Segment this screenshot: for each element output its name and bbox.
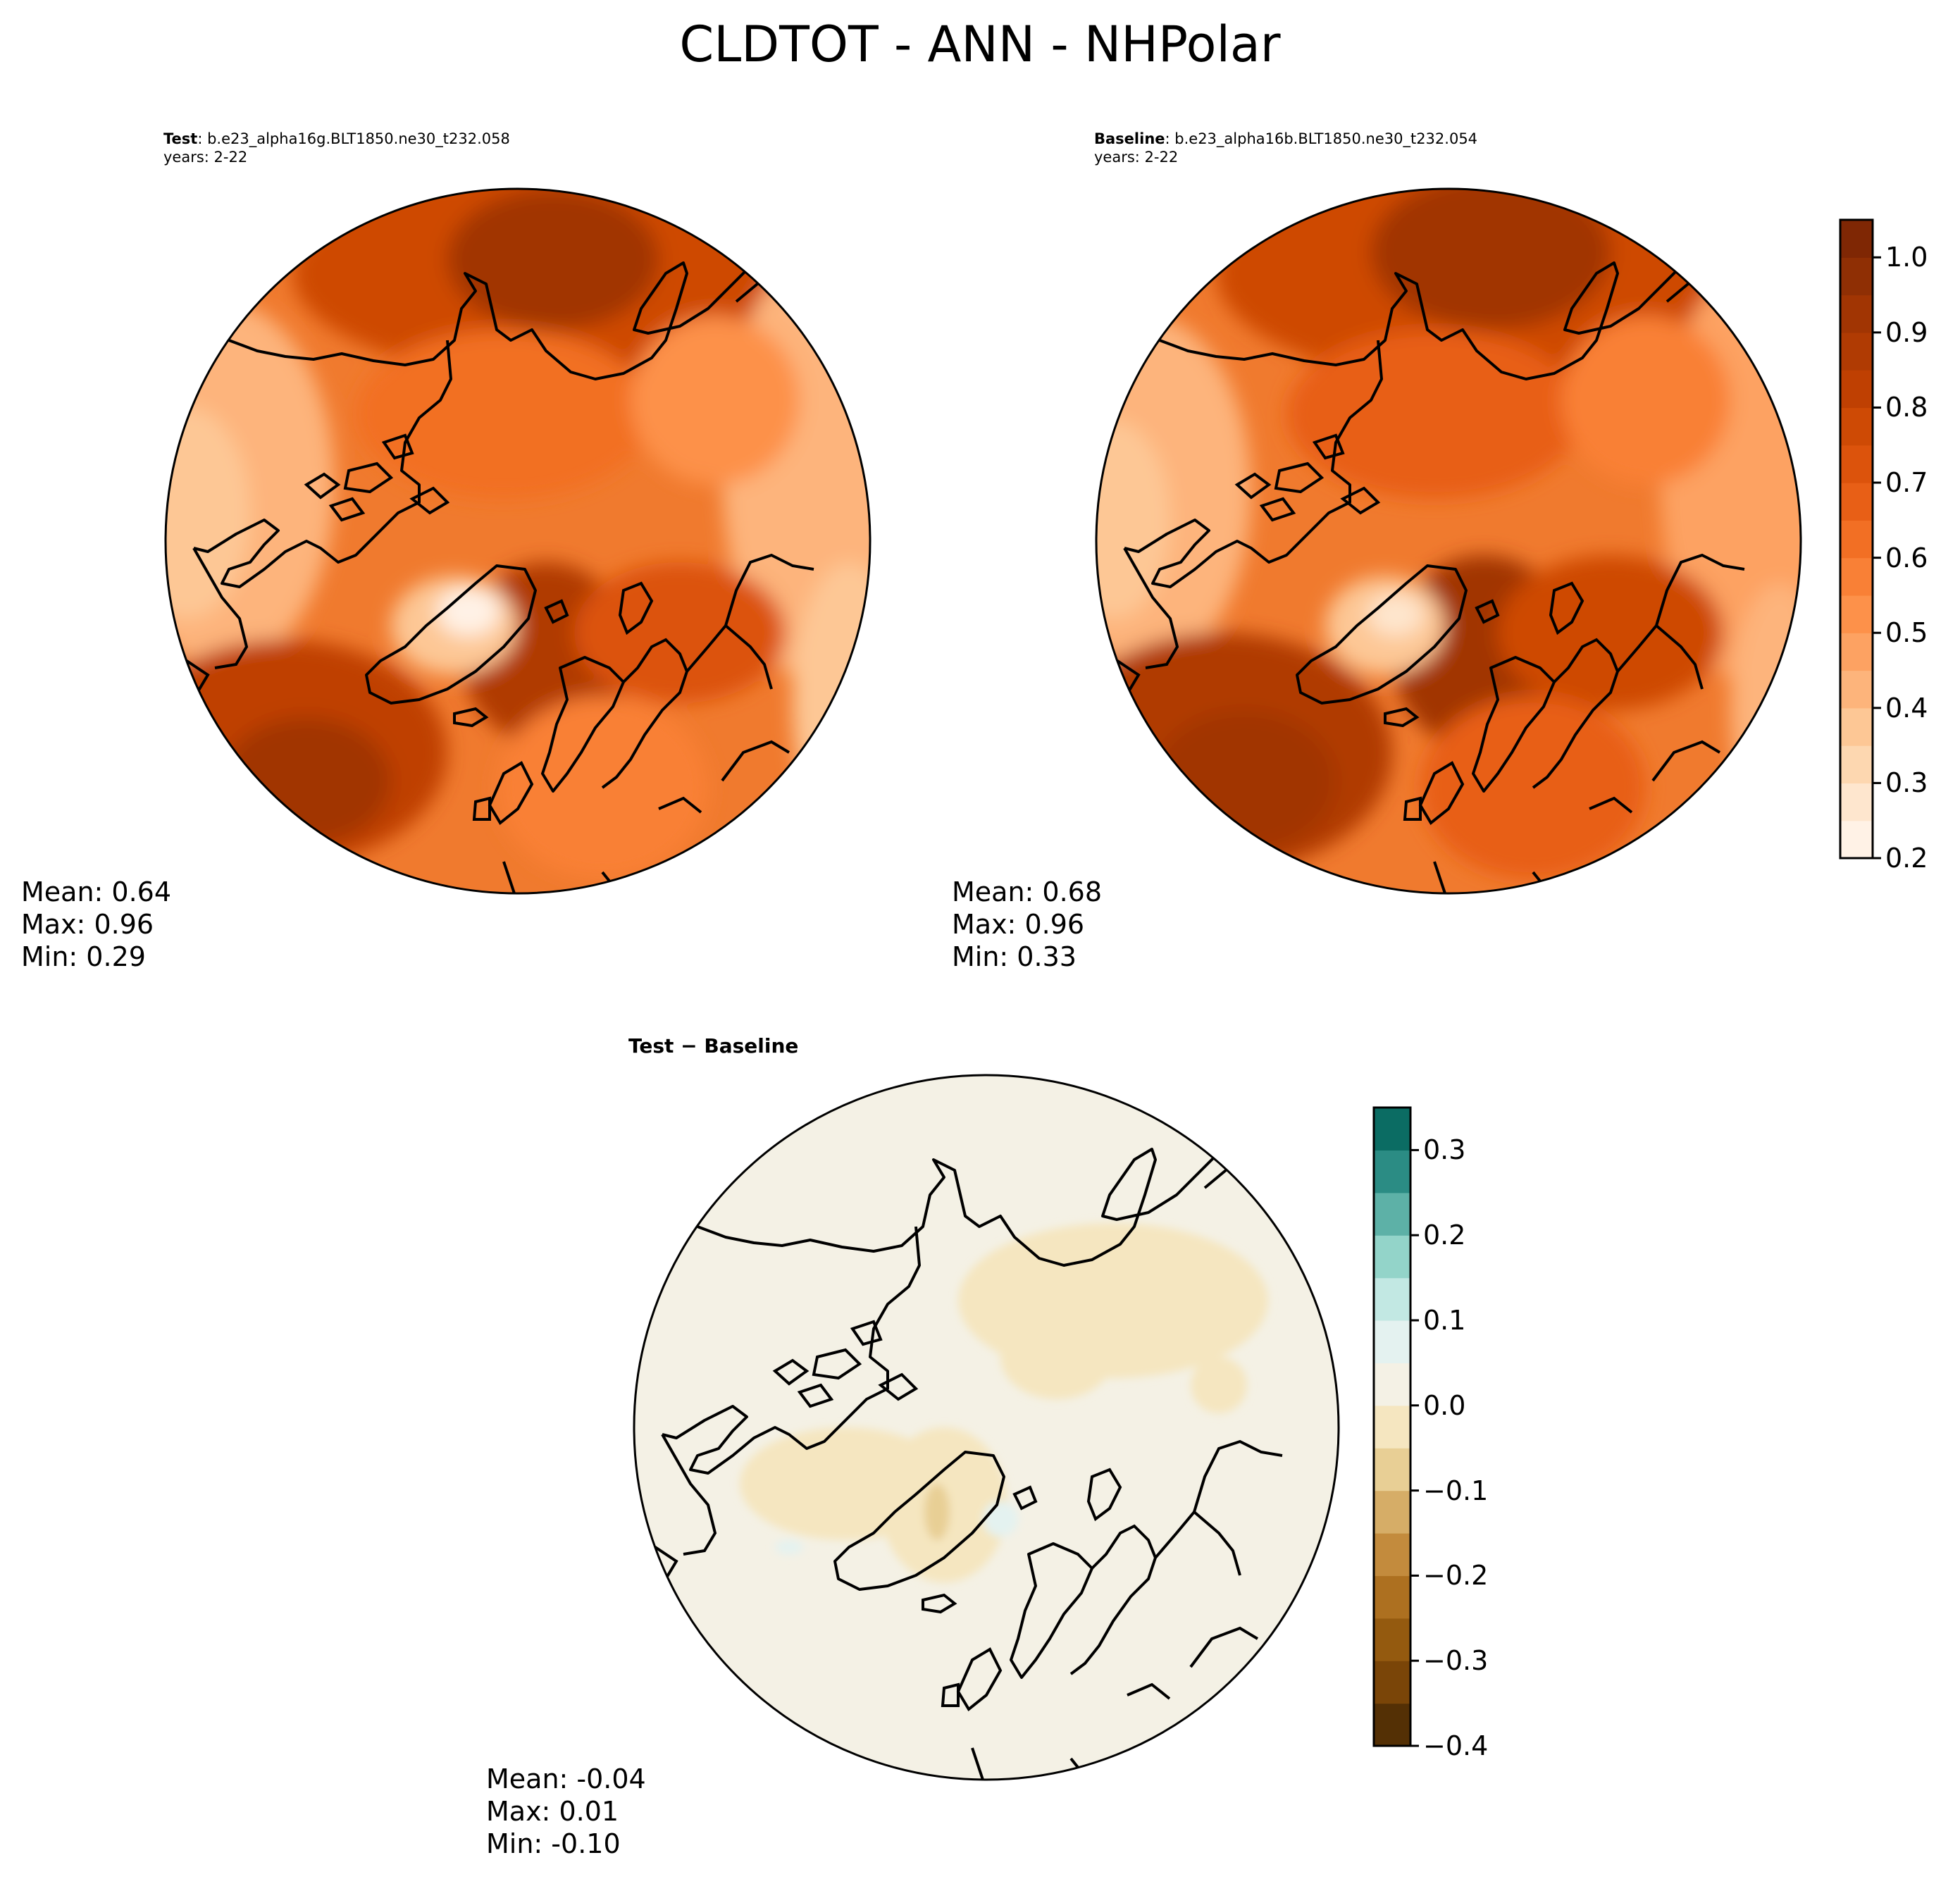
main-colorbar-swatch xyxy=(1840,520,1873,559)
main-colorbar-swatch xyxy=(1840,820,1873,859)
main-colorbar-tick-label: 0.3 xyxy=(1885,767,1928,799)
main-colorbar-tick-label: 0.5 xyxy=(1885,617,1928,649)
diff-colorbar-swatch xyxy=(1374,1235,1410,1279)
main-colorbar-swatch xyxy=(1840,707,1873,746)
diff-mean: Mean: -0.04 xyxy=(486,1763,646,1794)
diff-colorbar-frame xyxy=(1372,1106,1412,1747)
main-colorbar-swatch xyxy=(1840,332,1873,371)
baseline-label: Baseline xyxy=(1094,130,1165,147)
main-colorbar-swatch xyxy=(1840,783,1873,821)
diff-colorbar-swatch xyxy=(1374,1150,1410,1193)
diff-colorbar-tick-label: 0.0 xyxy=(1423,1389,1466,1421)
diff-colorbar-swatch xyxy=(1374,1575,1410,1619)
baseline-mean: Mean: 0.68 xyxy=(952,876,1103,907)
baseline-case-name: : b.e23_alpha16b.BLT1850.ne30_t232.054 xyxy=(1165,130,1478,147)
main-colorbar-tick-label: 0.7 xyxy=(1885,467,1928,499)
baseline-map xyxy=(1095,187,1802,895)
diff-colorbar-swatch xyxy=(1374,1192,1410,1236)
main-colorbar-swatch xyxy=(1840,595,1873,633)
main-colorbar-swatch xyxy=(1840,407,1873,446)
test-max: Max: 0.96 xyxy=(21,909,154,940)
main-colorbar-tick-label: 0.6 xyxy=(1885,542,1928,573)
diff-colorbar-tick-label: −0.4 xyxy=(1423,1730,1489,1761)
diff-colorbar-swatch xyxy=(1374,1320,1410,1363)
baseline-panel-title: Baseline: b.e23_alpha16b.BLT1850.ne30_t2… xyxy=(1094,130,1477,166)
diff-colorbar-tick-label: 0.2 xyxy=(1423,1220,1466,1251)
test-stats: Mean: 0.64 Max: 0.96 Min: 0.29 xyxy=(21,876,171,973)
baseline-stats: Mean: 0.68 Max: 0.96 Min: 0.33 xyxy=(952,876,1102,973)
baseline-max: Max: 0.96 xyxy=(952,909,1085,940)
main-colorbar-swatch xyxy=(1840,483,1873,521)
diff-colorbar-swatch xyxy=(1374,1405,1410,1449)
diff-colorbar-swatch xyxy=(1374,1363,1410,1406)
test-map xyxy=(164,187,872,895)
test-years: years: 2-22 xyxy=(163,149,248,166)
diff-colorbar-tick-label: 0.1 xyxy=(1423,1305,1466,1336)
main-colorbar-tick-label: 0.2 xyxy=(1885,843,1928,874)
test-panel-title: Test: b.e23_alpha16g.BLT1850.ne30_t232.0… xyxy=(163,130,510,166)
diff-max: Max: 0.01 xyxy=(486,1796,619,1827)
diff-colorbar-tick-label: −0.3 xyxy=(1423,1645,1489,1677)
diff-colorbar-swatch xyxy=(1374,1618,1410,1661)
main-colorbar-swatch xyxy=(1840,445,1873,483)
main-colorbar-swatch xyxy=(1840,257,1873,296)
diff-panel-title: Test − Baseline xyxy=(628,1034,799,1058)
diff-colorbar-swatch xyxy=(1374,1703,1410,1747)
diff-colorbar-swatch xyxy=(1374,1448,1410,1492)
diff-colorbar-swatch xyxy=(1374,1661,1410,1704)
diff-colorbar xyxy=(1372,1106,1419,1747)
main-colorbar-swatch xyxy=(1840,633,1873,671)
diff-colorbar-tick-label: −0.2 xyxy=(1423,1560,1489,1592)
baseline-min: Min: 0.33 xyxy=(952,941,1077,972)
diff-colorbar-swatch xyxy=(1374,1277,1410,1321)
main-colorbar-tick-label: 1.0 xyxy=(1885,242,1928,273)
main-colorbar-tick-label: 0.9 xyxy=(1885,316,1928,348)
baseline-years: years: 2-22 xyxy=(1094,149,1179,166)
main-colorbar-tick-label: 0.8 xyxy=(1885,392,1928,423)
main-colorbar-swatch xyxy=(1840,220,1873,258)
diff-colorbar-swatch xyxy=(1374,1533,1410,1576)
main-colorbar-swatch xyxy=(1840,745,1873,784)
figure-title: CLDTOT - ANN - NHPolar xyxy=(679,15,1281,73)
diff-colorbar-tick-label: 0.3 xyxy=(1423,1134,1466,1166)
main-colorbar-swatch xyxy=(1840,294,1873,333)
diff-min: Min: -0.10 xyxy=(486,1828,621,1859)
diff-colorbar-swatch xyxy=(1374,1108,1410,1151)
test-min: Min: 0.29 xyxy=(21,941,146,972)
diff-colorbar-tick-label: −0.1 xyxy=(1423,1475,1489,1506)
main-colorbar xyxy=(1839,218,1881,860)
main-colorbar-frame xyxy=(1839,218,1874,860)
test-case-name: : b.e23_alpha16g.BLT1850.ne30_t232.058 xyxy=(197,130,510,147)
main-colorbar-swatch xyxy=(1840,670,1873,709)
diff-map xyxy=(633,1074,1340,1781)
test-label: Test xyxy=(163,130,198,147)
diff-colorbar-swatch xyxy=(1374,1490,1410,1534)
main-colorbar-swatch xyxy=(1840,557,1873,596)
main-colorbar-tick-label: 0.4 xyxy=(1885,692,1928,724)
main-colorbar-swatch xyxy=(1840,370,1873,409)
test-mean: Mean: 0.64 xyxy=(21,876,172,907)
diff-stats: Mean: -0.04 Max: 0.01 Min: -0.10 xyxy=(486,1763,646,1860)
